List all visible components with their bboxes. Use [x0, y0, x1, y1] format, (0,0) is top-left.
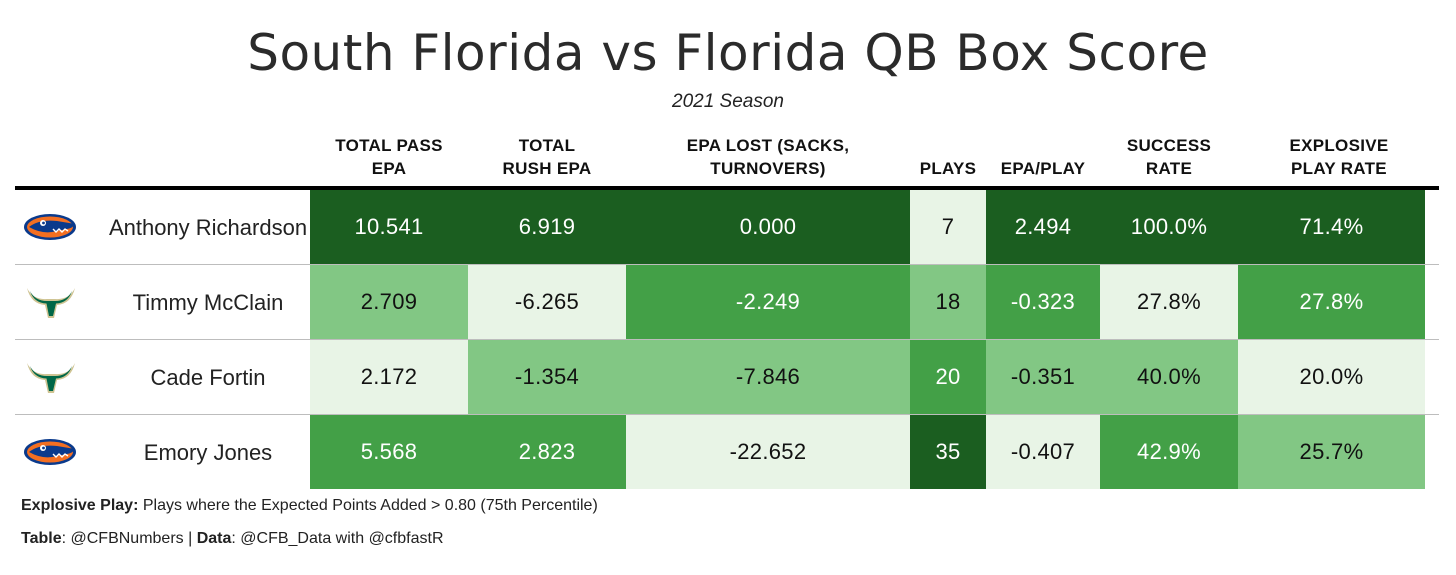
- value-cell: -1.354: [468, 340, 626, 414]
- table-row: Emory Jones 5.568 2.823 -22.652 35 -0.407 42.9…: [15, 415, 1439, 489]
- value-cell: -0.323: [986, 265, 1100, 339]
- row-separator: [15, 264, 1439, 265]
- footnote-label: Explosive Play:: [21, 497, 139, 514]
- florida-gators-logo: [23, 432, 79, 472]
- column-header: TOTAL PASS EPA: [335, 136, 443, 178]
- value-cell: -0.407: [986, 415, 1100, 489]
- footnote-credits: Table: @CFBNumbers | Data: @CFB_Data wit…: [21, 530, 444, 548]
- value-cell: 42.9%: [1100, 415, 1238, 489]
- value-cell: 27.8%: [1100, 265, 1238, 339]
- value-cell: -7.846: [626, 340, 910, 414]
- value-cell: -6.265: [468, 265, 626, 339]
- player-name: Emory Jones: [143, 439, 273, 465]
- player-name: Cade Fortin: [150, 364, 266, 390]
- usf-bulls-logo: [23, 357, 79, 397]
- value-cell: 35: [910, 415, 986, 489]
- value-cell: 100.0%: [1100, 190, 1238, 264]
- value-cell: 2.709: [310, 265, 468, 339]
- value-cell: -22.652: [626, 415, 910, 489]
- column-header: EPA LOST (SACKS, TURNOVERS): [686, 136, 850, 178]
- row-separator: [15, 339, 1439, 340]
- value-cell: 2.823: [468, 415, 626, 489]
- value-cell: 6.919: [468, 190, 626, 264]
- credit-table-text: : @CFBNumbers |: [61, 530, 197, 547]
- column-header: PLAYS: [919, 159, 977, 178]
- value-cell: 25.7%: [1238, 415, 1425, 489]
- chart-title: South Florida vs Florida QB Box Score: [247, 24, 1209, 82]
- credit-data-label: Data: [196, 530, 232, 547]
- value-cell: -2.249: [626, 265, 910, 339]
- player-name: Timmy McClain: [132, 289, 284, 315]
- column-header: TOTAL RUSH EPA: [502, 136, 592, 178]
- table-row: Timmy McClain 2.709 -6.265 -2.249 18 -0.323 27…: [15, 265, 1439, 339]
- credit-data-text: : @CFB_Data with @cfbfastR: [231, 530, 444, 547]
- value-cell: 2.172: [310, 340, 468, 414]
- value-cell: 0.000: [626, 190, 910, 264]
- value-cell: 2.494: [986, 190, 1100, 264]
- footnote-text: Plays where the Expected Points Added > …: [138, 497, 598, 514]
- value-cell: 40.0%: [1100, 340, 1238, 414]
- value-cell: 5.568: [310, 415, 468, 489]
- column-header: SUCCESS RATE: [1126, 136, 1212, 178]
- row-separator: [15, 414, 1439, 415]
- value-cell: 20.0%: [1238, 340, 1425, 414]
- credit-table-label: Table: [21, 530, 62, 547]
- usf-bulls-logo: [23, 282, 79, 322]
- table-row: Cade Fortin 2.172 -1.354 -7.846 20 -0.351 40.0…: [15, 340, 1439, 414]
- column-header: EXPLOSIVE PLAY RATE: [1289, 136, 1389, 178]
- value-cell: 10.541: [310, 190, 468, 264]
- florida-gators-logo: [23, 207, 79, 247]
- value-cell: 7: [910, 190, 986, 264]
- table-row: Anthony Richardson 10.541 6.919 0.000 7 2.494…: [15, 190, 1439, 264]
- value-cell: 71.4%: [1238, 190, 1425, 264]
- chart-subtitle: 2021 Season: [672, 91, 784, 112]
- player-name: Anthony Richardson: [108, 214, 308, 240]
- header-rule: [15, 186, 1439, 190]
- value-cell: 20: [910, 340, 986, 414]
- column-header: EPA/PLAY: [1000, 159, 1086, 178]
- value-cell: -0.351: [986, 340, 1100, 414]
- value-cell: 18: [910, 265, 986, 339]
- value-cell: 27.8%: [1238, 265, 1425, 339]
- footnote-explosive-play: Explosive Play: Plays where the Expected…: [21, 497, 598, 515]
